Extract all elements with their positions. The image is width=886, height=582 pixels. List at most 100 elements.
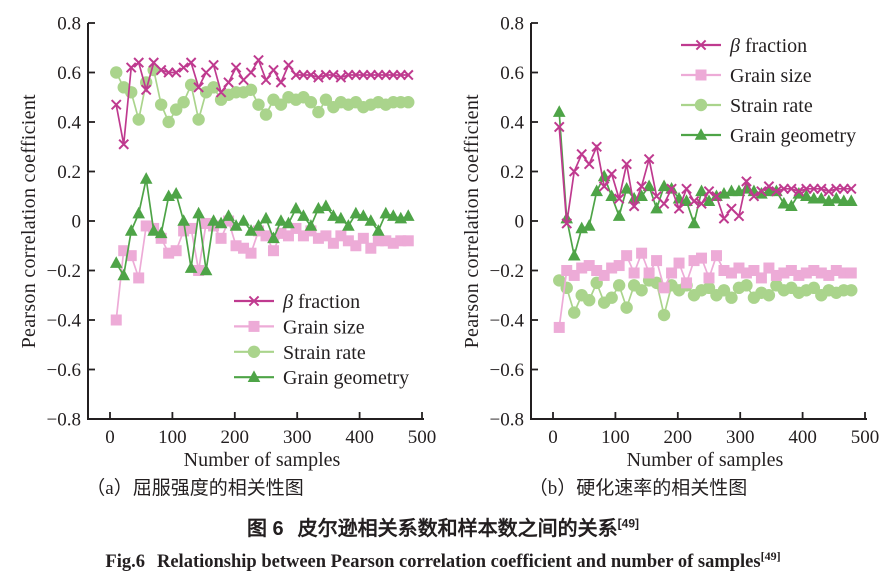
x-tick-label: 300 [726, 427, 755, 448]
x-marker [193, 82, 204, 93]
y-tick-label: 0.8 [500, 14, 524, 35]
square-marker [695, 69, 707, 81]
x-marker [553, 121, 565, 133]
legend-label: Grain size [730, 65, 812, 87]
x-marker [313, 72, 324, 83]
x-marker [208, 59, 219, 71]
square-marker [643, 267, 655, 279]
square-marker [583, 260, 595, 272]
triangle-marker [222, 209, 235, 221]
square-marker [297, 230, 309, 242]
circle-marker [244, 83, 258, 97]
triangle-marker [252, 219, 265, 231]
circle-marker [154, 98, 168, 111]
x-marker [613, 193, 625, 205]
triangle-marker [147, 224, 160, 236]
triangle-marker [109, 256, 123, 268]
caption-zh-text: 皮尔逊相关系数和样本数之间的关系 [297, 518, 618, 540]
legend-label: β fraction [282, 291, 360, 313]
square-marker [725, 267, 737, 279]
circle-marker [252, 98, 265, 111]
x-marker [695, 39, 707, 51]
triangle-marker [612, 209, 626, 221]
y-axis-label-a: Pearson correlation coefficient [17, 93, 40, 349]
circle-marker [740, 279, 753, 292]
triangle-marker [334, 211, 348, 224]
square-marker [140, 220, 152, 232]
triangle-marker [139, 172, 153, 184]
legend-entry-grain-size: Grain size [234, 316, 365, 338]
caption-zh-reference: [49] [617, 516, 640, 531]
square-marker [200, 217, 212, 229]
triangle-marker [349, 206, 363, 219]
triangle-marker [650, 201, 663, 214]
triangle-marker [297, 209, 310, 221]
square-marker [740, 267, 752, 279]
square-marker [238, 242, 250, 254]
square-marker [312, 232, 324, 244]
square-marker [215, 232, 227, 244]
square-marker [598, 269, 610, 281]
x-tick-label: 200 [221, 427, 250, 448]
caption-zh-label: 图 6 [246, 518, 284, 540]
square-marker [703, 272, 715, 284]
caption-en-reference: [49] [760, 549, 781, 563]
x-marker [253, 54, 264, 66]
triangle-marker [169, 186, 183, 199]
x-marker [118, 138, 130, 150]
x-marker [583, 158, 595, 170]
x-marker [748, 190, 760, 202]
triangle-marker [642, 179, 656, 192]
square-marker [696, 252, 708, 264]
x-marker [260, 74, 272, 86]
triangle-marker [372, 224, 385, 236]
y-tick-label: 0.2 [500, 162, 524, 183]
y-axis-label-b: Pearson correlation coefficient [460, 93, 483, 349]
square-marker [651, 255, 663, 267]
triangle-marker [702, 194, 716, 206]
x-marker [621, 158, 632, 170]
legend-entry-β-fraction: β fraction [234, 291, 360, 313]
y-tick-label: 0.4 [57, 113, 81, 134]
square-marker [800, 267, 812, 279]
y-tick-label: −0.2 [47, 261, 81, 282]
x-marker [688, 195, 700, 207]
legend-entry-grain-geometry: Grain geometry [234, 367, 409, 389]
x-marker [110, 99, 122, 110]
square-marker [710, 250, 722, 262]
x-marker [628, 200, 640, 212]
square-marker [838, 267, 850, 279]
square-marker [606, 262, 618, 274]
triangle-marker [289, 201, 303, 214]
triangle-marker [229, 219, 243, 231]
triangle-marker [680, 194, 693, 206]
x-marker [178, 62, 189, 73]
triangle-marker [282, 216, 295, 229]
square-marker [133, 272, 145, 284]
x-marker [305, 69, 317, 81]
circle-marker [162, 115, 175, 129]
circle-marker [132, 113, 145, 126]
square-marker [267, 245, 279, 257]
triangle-marker [829, 191, 843, 204]
triangle-marker [357, 209, 370, 221]
square-marker [770, 269, 782, 281]
caption-en-text: Relationship between Pearson correlation… [156, 552, 761, 573]
x-tick-label: 300 [283, 427, 312, 448]
square-marker [553, 321, 565, 333]
square-marker [568, 269, 580, 281]
x-marker [696, 198, 707, 209]
square-marker [793, 269, 805, 281]
square-marker [808, 265, 820, 276]
square-marker [327, 237, 339, 249]
x-marker [756, 185, 767, 197]
x-marker [155, 64, 167, 76]
triangle-marker [567, 248, 581, 261]
square-marker [372, 235, 384, 247]
triangle-marker [552, 105, 566, 117]
square-marker [845, 267, 857, 279]
triangle-marker [740, 182, 753, 194]
circle-marker [582, 294, 596, 307]
square-marker [282, 230, 294, 242]
circle-marker [694, 98, 708, 112]
